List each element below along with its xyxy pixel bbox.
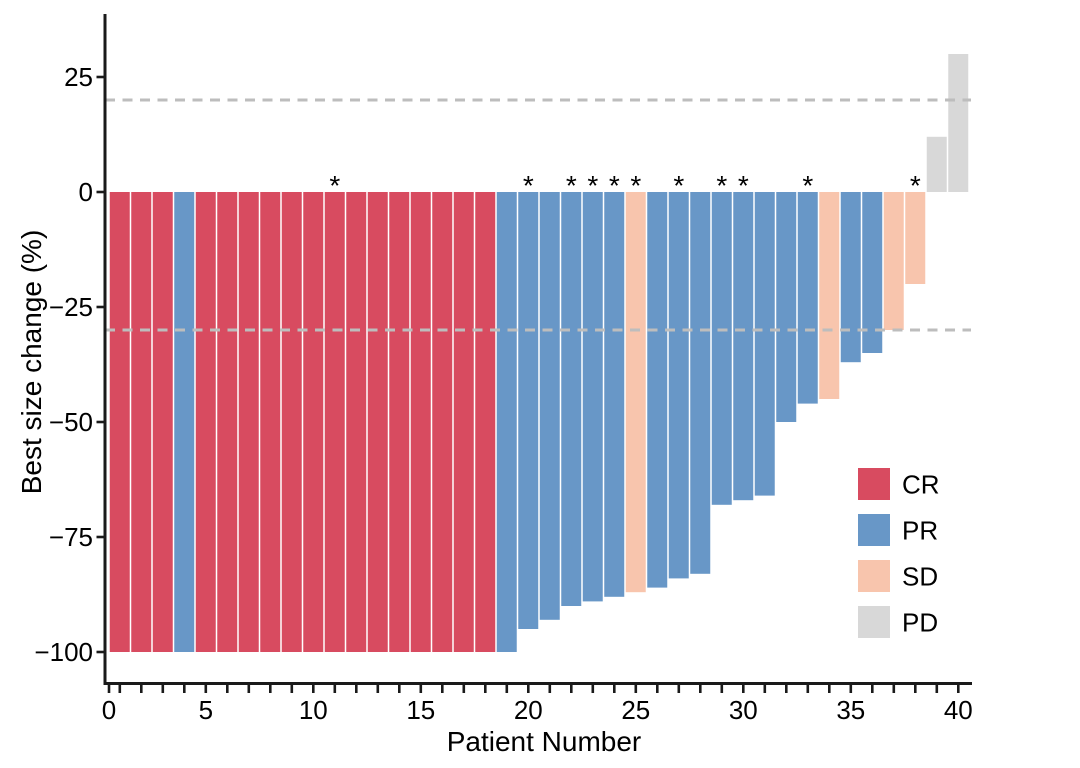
bar-patient-17-CR: [453, 192, 474, 652]
bar-patient-6-CR: [217, 192, 238, 652]
x-tick-label-0: 0: [102, 695, 116, 725]
bar-patient-12-CR: [346, 192, 367, 652]
bar-patient-24-PR: [604, 192, 625, 597]
bar-patient-22-PR: [561, 192, 582, 606]
asterisk-patient-30: *: [738, 170, 749, 201]
asterisk-patient-29: *: [716, 170, 727, 201]
reference-lines-group: [105, 98, 971, 332]
bar-patient-34-SD: [819, 192, 840, 399]
asterisk-patient-24: *: [609, 170, 620, 201]
bar-patient-36-PR: [862, 192, 883, 353]
legend-item-PR: PR: [858, 514, 938, 546]
bar-patient-19-PR: [496, 192, 517, 652]
legend-label-PD: PD: [902, 608, 938, 638]
bar-patient-29-PR: [711, 192, 732, 505]
legend-label-CR: CR: [902, 470, 940, 500]
legend-swatch-CR: [858, 468, 890, 500]
y-tick-label--50: −50: [49, 407, 93, 437]
asterisk-patient-27: *: [673, 170, 684, 201]
x-tick-label-25: 25: [621, 695, 650, 725]
bar-patient-37-SD: [883, 192, 904, 330]
asterisk-patient-25: *: [630, 170, 641, 201]
bar-patient-9-CR: [281, 192, 302, 652]
x-tick-label-15: 15: [406, 695, 435, 725]
legend-swatch-PD: [858, 606, 890, 638]
bar-patient-28-PR: [690, 192, 711, 574]
bar-patient-16-CR: [432, 192, 453, 652]
asterisk-patient-33: *: [802, 170, 813, 201]
bar-patient-39-PD: [926, 136, 947, 192]
asterisk-patient-20: *: [523, 170, 534, 201]
x-tick-label-30: 30: [729, 695, 758, 725]
bar-patient-2-CR: [131, 192, 152, 652]
bar-patient-23-PR: [582, 192, 603, 602]
asterisk-patient-38: *: [910, 170, 921, 201]
bar-patient-30-PR: [733, 192, 754, 501]
bar-patient-8-CR: [260, 192, 281, 652]
bar-patient-20-PR: [518, 192, 539, 629]
x-tick-label-35: 35: [836, 695, 865, 725]
legend-label-SD: SD: [902, 562, 938, 592]
legend-swatch-PR: [858, 514, 890, 546]
legend-label-PR: PR: [902, 516, 938, 546]
bar-patient-18-CR: [475, 192, 496, 652]
asterisks-group: * * * * * * * * * * *: [329, 170, 921, 201]
bar-patient-13-CR: [367, 192, 388, 652]
bars-group: [109, 54, 969, 652]
x-tick-label-5: 5: [199, 695, 213, 725]
x-tick-label-10: 10: [299, 695, 328, 725]
bar-patient-10-CR: [303, 192, 324, 652]
y-tick-label--100: −100: [34, 637, 93, 667]
y-axis-title: Best size change (%): [16, 230, 47, 495]
legend-item-CR: CR: [858, 468, 940, 500]
bar-patient-27-PR: [668, 192, 689, 579]
bar-patient-40-PD: [948, 54, 969, 192]
bar-patient-14-CR: [389, 192, 410, 652]
bar-patient-4-PR: [174, 192, 195, 652]
bar-patient-15-CR: [410, 192, 431, 652]
x-axis-title: Patient Number: [447, 726, 642, 757]
y-tick-label-0: 0: [79, 177, 93, 207]
bar-patient-3-CR: [152, 192, 173, 652]
bar-patient-5-CR: [195, 192, 216, 652]
bar-patient-21-PR: [539, 192, 560, 620]
bar-patient-1-CR: [109, 192, 130, 652]
x-tick-label-40: 40: [944, 695, 973, 725]
y-tick-label-25: 25: [64, 62, 93, 92]
asterisk-patient-11: *: [329, 170, 340, 201]
y-tick-label--25: −25: [49, 292, 93, 322]
bar-patient-32-PR: [776, 192, 797, 422]
bar-patient-35-PR: [840, 192, 861, 363]
legend-swatch-SD: [858, 560, 890, 592]
asterisk-patient-23: *: [587, 170, 598, 201]
bar-patient-7-CR: [238, 192, 259, 652]
legend-item-PD: PD: [858, 606, 938, 638]
legend: CR PR SD PD: [858, 468, 940, 638]
bar-patient-33-PR: [797, 192, 818, 404]
axes-group: 0 5 10 15 20 25 30 35 40 25 0 −25 −50 −75 −100: [34, 14, 973, 725]
asterisk-patient-22: *: [566, 170, 577, 201]
bar-patient-11-CR: [324, 192, 345, 652]
bar-patient-38-SD: [905, 192, 926, 284]
bar-patient-31-PR: [754, 192, 775, 496]
legend-item-SD: SD: [858, 560, 938, 592]
bar-patient-25-SD: [625, 192, 646, 593]
x-tick-label-20: 20: [514, 695, 543, 725]
bar-patient-26-PR: [647, 192, 668, 588]
y-tick-label--75: −75: [49, 522, 93, 552]
